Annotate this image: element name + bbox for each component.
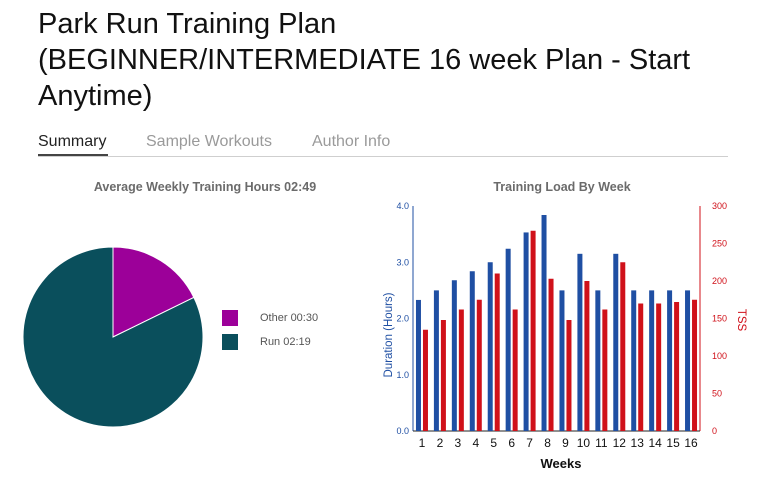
y2-axis-label: TSS — [735, 309, 747, 332]
bar-duration-week-10 — [577, 253, 583, 431]
bar-duration-week-11 — [595, 290, 601, 431]
bar-duration-week-1 — [415, 299, 421, 431]
y2-tick-label: 200 — [712, 276, 727, 286]
y-tick-label: 3.0 — [396, 257, 409, 267]
legend-label-run: Run 02:19 — [260, 336, 311, 348]
bar-duration-week-4 — [469, 271, 475, 431]
legend-swatch-other — [222, 310, 238, 326]
active-tab-indicator — [38, 154, 108, 156]
bar-tss-week-16 — [692, 299, 698, 431]
x-tick-label: 1 — [419, 436, 426, 450]
y2-tick-label: 250 — [712, 239, 727, 249]
bar-chart-title: Training Load By Week — [493, 180, 631, 194]
legend-swatch-run — [222, 334, 238, 350]
x-tick-label: 7 — [526, 436, 533, 450]
pie-chart-title: Average Weekly Training Hours 02:49 — [93, 180, 317, 194]
bar-duration-week-7 — [523, 232, 529, 431]
y-tick-label: 4.0 — [396, 201, 409, 211]
tab-bar: Summary Sample Workouts Author Info — [38, 132, 728, 157]
bar-tss-week-12 — [620, 262, 626, 431]
x-tick-label: 8 — [544, 436, 551, 450]
bar-duration-week-9 — [559, 290, 565, 431]
pie-slice-run — [22, 246, 204, 428]
x-tick-label: 16 — [684, 436, 698, 450]
bar-tss-week-4 — [476, 299, 482, 431]
tab-sample-workouts[interactable]: Sample Workouts — [146, 133, 272, 150]
bar-tss-week-10 — [584, 281, 590, 431]
pie-slice-other — [112, 246, 195, 338]
x-tick-label: 12 — [613, 436, 627, 450]
bar-duration-week-6 — [505, 248, 511, 431]
tab-author-info[interactable]: Author Info — [312, 133, 391, 150]
y2-tick-label: 300 — [712, 201, 727, 211]
x-tick-label: 15 — [666, 436, 680, 450]
bar-tss-week-13 — [638, 303, 644, 431]
x-tick-label: 9 — [562, 436, 569, 450]
x-tick-label: 2 — [437, 436, 444, 450]
y2-tick-label: 100 — [712, 351, 727, 361]
x-tick-label: 5 — [490, 436, 497, 450]
bar-tss-week-15 — [674, 302, 680, 431]
bar-tss-week-11 — [602, 309, 608, 431]
x-tick-label: 10 — [577, 436, 591, 450]
tab-summary[interactable]: Summary — [38, 133, 107, 150]
bar-duration-week-14 — [649, 290, 655, 431]
x-tick-label: 4 — [472, 436, 479, 450]
page-title: Park Run Training Plan (BEGINNER/INTERME… — [38, 6, 738, 114]
bar-duration-week-8 — [541, 215, 547, 431]
bar-duration-week-12 — [613, 253, 619, 431]
x-tick-label: 13 — [631, 436, 645, 450]
x-tick-label: 3 — [455, 436, 462, 450]
title-line-2: (BEGINNER/INTERMEDIATE 16 week Plan - St… — [38, 44, 691, 76]
bar-chart: Duration (Hours) TSS Weeks 0.0 1.0 2.0 3.0 4… — [383, 201, 747, 471]
y2-tick-label: 150 — [712, 314, 727, 324]
x-tick-label: 6 — [508, 436, 515, 450]
legend-label-other: Other 00:30 — [260, 312, 319, 324]
bar-duration-week-15 — [667, 290, 673, 431]
bar-duration-week-3 — [451, 280, 457, 431]
y-tick-label: 2.0 — [396, 314, 409, 324]
y-axis-label: Duration (Hours) — [383, 292, 395, 377]
x-axis-label: Weeks — [541, 456, 582, 471]
bar-tss-week-5 — [494, 273, 500, 431]
bar-tss-week-8 — [548, 278, 554, 431]
bar-duration-week-5 — [487, 262, 493, 431]
bar-tss-week-14 — [656, 303, 662, 431]
x-tick-label: 14 — [648, 436, 662, 450]
x-tick-label: 11 — [595, 436, 608, 450]
bar-tss-week-2 — [440, 320, 446, 431]
bar-tss-week-7 — [530, 230, 536, 431]
bar-duration-week-16 — [685, 290, 691, 431]
bar-tss-week-9 — [566, 320, 572, 431]
bar-tss-week-1 — [422, 329, 428, 431]
bar-tss-week-6 — [512, 309, 518, 431]
y-tick-label: 1.0 — [396, 370, 409, 380]
y2-tick-label: 50 — [712, 389, 722, 399]
bar-tss-week-3 — [458, 309, 464, 431]
y-tick-label: 0.0 — [396, 426, 409, 436]
pie-chart — [22, 246, 204, 428]
bar-duration-week-2 — [433, 290, 439, 431]
y2-tick-label: 0 — [712, 426, 717, 436]
title-line-3: Anytime) — [38, 80, 153, 112]
title-line-1: Park Run Training Plan — [38, 8, 337, 40]
bar-duration-week-13 — [631, 290, 637, 431]
